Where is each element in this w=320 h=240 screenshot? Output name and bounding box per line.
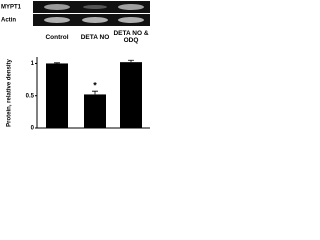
error-bar — [128, 59, 134, 63]
bar — [84, 94, 106, 128]
error-bar — [92, 90, 98, 95]
blot-label: Actin — [1, 18, 16, 24]
blot-label: MYPT1 — [1, 5, 22, 11]
blot-band — [44, 17, 70, 23]
y-tick-label: 0.5 — [26, 93, 35, 99]
category-label: DETA NO & ODQ — [113, 30, 149, 44]
figure: MYPT1 Actin Protein, relative density 0 0… — [0, 0, 150, 133]
blot-band — [83, 5, 107, 9]
y-axis-label: Protein, relative density — [7, 58, 13, 126]
annotation: * — [93, 81, 97, 91]
blot-band — [44, 4, 70, 10]
y-tick-label: 0 — [31, 126, 35, 132]
blot-band — [118, 17, 144, 23]
blot-band — [82, 17, 108, 23]
blot-band — [118, 4, 144, 10]
chart: MYPT1 Actin Protein, relative density 0 0… — [1, 1, 150, 132]
category-label: DETA NO — [80, 34, 110, 41]
category-label: Control — [45, 34, 69, 41]
bar — [120, 62, 142, 128]
error-bar — [54, 62, 60, 64]
bar — [46, 63, 68, 128]
y-tick-label: 1 — [31, 61, 35, 67]
